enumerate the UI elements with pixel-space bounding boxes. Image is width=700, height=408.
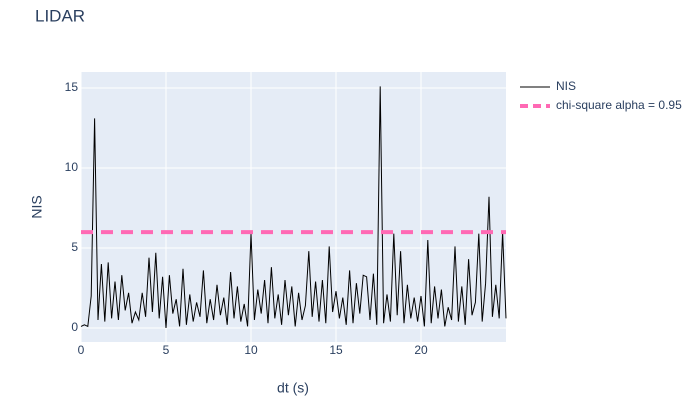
x-tick-label: 0: [78, 343, 85, 357]
legend-label: NIS: [556, 79, 576, 93]
y-axis-title: NIS: [29, 195, 45, 218]
y-tick-label: 15: [65, 80, 79, 94]
x-tick-label: 10: [244, 343, 258, 357]
x-tick-label: 15: [329, 343, 343, 357]
line: [80, 86, 507, 329]
x-tick-label: 5: [163, 343, 170, 357]
y-tick-label: 10: [65, 160, 79, 174]
chart-title: LIDAR: [35, 6, 85, 25]
y-tick-label: 5: [71, 240, 78, 254]
legend-label: chi-square alpha = 0.95: [556, 98, 682, 112]
x-axis-title: dt (s): [277, 380, 309, 396]
y-tick-label: 0: [71, 320, 78, 334]
x-tick-label: 20: [414, 343, 428, 357]
